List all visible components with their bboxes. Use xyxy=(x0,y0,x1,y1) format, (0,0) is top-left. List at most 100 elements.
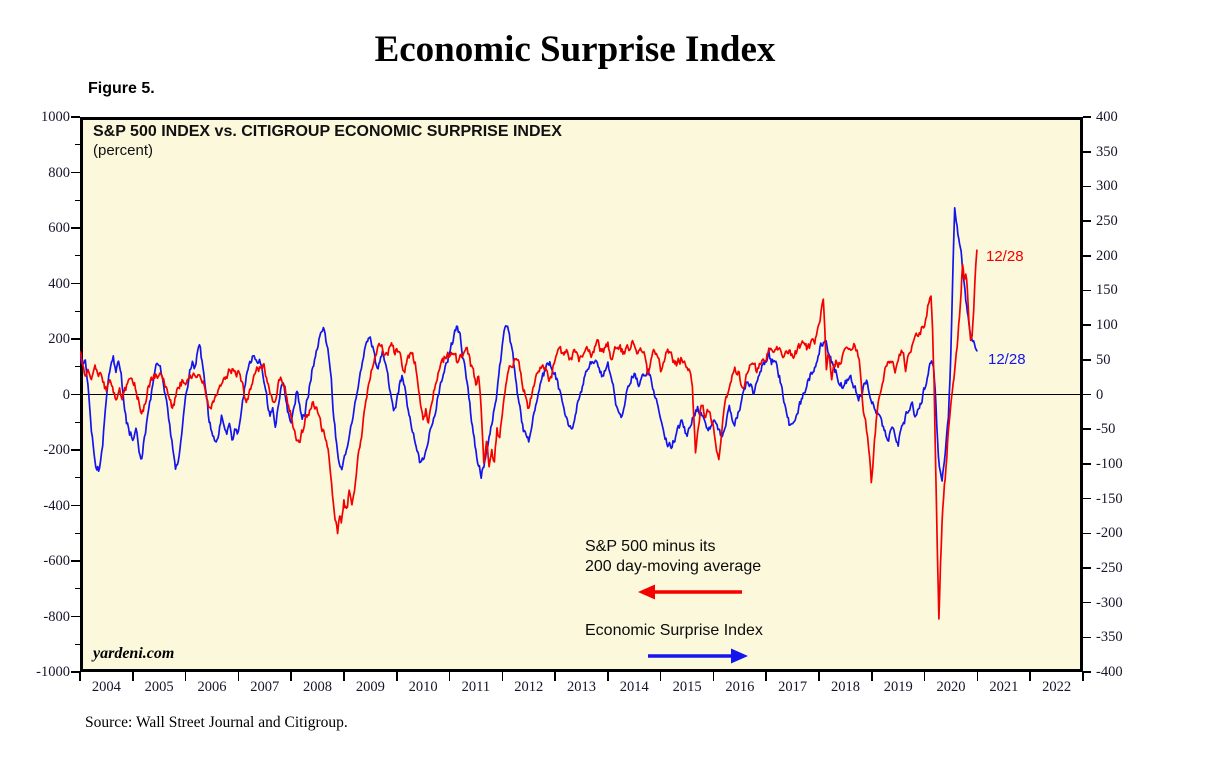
y-axis-right-label: 250 xyxy=(1096,213,1118,230)
esi-right-arrow-icon xyxy=(648,648,748,664)
y-axis-left-major-tick xyxy=(71,504,80,507)
y-axis-left-major-tick xyxy=(71,338,80,340)
x-axis-year-tick xyxy=(712,672,715,681)
y-axis-right-tick xyxy=(1083,532,1091,535)
y-axis-left-label: 0 xyxy=(62,386,70,403)
sp500-left-arrow-icon xyxy=(638,584,742,600)
x-axis-year-tick xyxy=(871,672,873,681)
chart-canvas xyxy=(80,207,978,620)
x-axis-year-tick xyxy=(923,672,926,681)
y-axis-right-label: 350 xyxy=(1096,143,1118,160)
x-axis-year-label: 2007 xyxy=(250,679,280,695)
y-axis-right-label: 400 xyxy=(1096,109,1118,125)
x-axis-year-tick xyxy=(79,672,81,681)
y-axis-left-label: -200 xyxy=(43,442,70,458)
x-axis-year-label: 2008 xyxy=(303,679,333,695)
y-axis-right-label: -300 xyxy=(1096,594,1123,611)
x-axis-year-tick xyxy=(290,672,292,681)
y-axis-right-tick xyxy=(1083,185,1091,188)
y-axis-right-label: 0 xyxy=(1096,386,1104,403)
x-axis-year-tick xyxy=(607,672,609,681)
x-axis-year-tick xyxy=(184,672,187,681)
y-axis-left-label: -400 xyxy=(43,497,70,514)
y-axis-right-label: -400 xyxy=(1096,664,1123,680)
page-title: Economic Surprise Index xyxy=(374,29,776,70)
y-axis-left-label: 600 xyxy=(48,220,70,236)
y-axis-right-tick xyxy=(1083,255,1091,257)
x-axis-year-label: 2011 xyxy=(461,679,491,695)
y-axis-right-tick xyxy=(1083,636,1091,639)
y-axis-right-tick xyxy=(1083,497,1091,500)
x-axis-year-label: 2017 xyxy=(778,679,808,695)
sp500-legend-line1: S&P 500 minus its xyxy=(585,538,716,555)
y-axis-right-label: 150 xyxy=(1096,282,1118,299)
x-axis-year-label: 2020 xyxy=(936,679,966,695)
y-axis-left-label: -800 xyxy=(43,608,70,625)
y-axis-left-major-tick xyxy=(71,393,80,396)
x-axis-year-label: 2004 xyxy=(91,679,121,695)
sp500-legend-line2: 200 day-moving average xyxy=(585,558,762,575)
y-axis-left-label: 400 xyxy=(48,275,70,292)
y-axis-right-tick xyxy=(1083,220,1091,222)
y-axis-left-major-tick xyxy=(71,227,80,229)
x-axis-year-label: 2018 xyxy=(830,679,860,695)
y-axis-right-label: -50 xyxy=(1096,421,1116,438)
y-axis-right-tick xyxy=(1083,289,1091,292)
x-axis-year-label: 2013 xyxy=(567,679,596,695)
y-axis-left-major-tick xyxy=(71,282,80,285)
sp500-line-series xyxy=(80,249,978,620)
x-axis-year-label: 2009 xyxy=(355,679,385,695)
y-axis-right-tick xyxy=(1083,324,1091,326)
chart-unit-subtitle: (percent) xyxy=(93,142,154,159)
y-axis-left-label: 200 xyxy=(48,331,70,347)
y-axis-right-tick xyxy=(1083,463,1091,465)
x-axis-year-label: 2019 xyxy=(883,679,913,695)
y-axis-right-label: 200 xyxy=(1096,247,1118,264)
x-axis-year-label: 2012 xyxy=(514,679,544,695)
y-axis-left-major-tick xyxy=(71,560,80,562)
y-axis-left-major-tick xyxy=(71,449,80,451)
chart-heading: S&P 500 INDEX vs. CITIGROUP ECONOMIC SUR… xyxy=(93,123,562,140)
y-axis-left-major-tick xyxy=(71,671,80,673)
x-axis-year-label: 2014 xyxy=(619,679,649,695)
y-axis-right-label: -100 xyxy=(1096,455,1123,472)
y-axis-right-tick xyxy=(1083,150,1091,153)
y-axis-left-label: -1000 xyxy=(36,664,70,680)
esi-last-date-label: 12/28 xyxy=(988,351,1026,368)
x-axis-year-tick xyxy=(1029,672,1031,681)
x-axis-year-tick xyxy=(1082,672,1084,681)
y-axis-right-tick xyxy=(1083,359,1091,361)
y-axis-left-major-tick xyxy=(71,171,80,174)
x-axis-year-tick xyxy=(501,672,504,681)
y-axis-right-tick xyxy=(1083,116,1091,118)
x-axis-year-tick xyxy=(554,672,556,681)
esi-legend-label: Economic Surprise Index xyxy=(585,622,763,639)
y-axis-left-major-tick xyxy=(71,615,80,618)
y-axis-right-tick xyxy=(1083,567,1091,569)
y-axis-right-label: -150 xyxy=(1096,490,1123,507)
x-axis-year-tick xyxy=(395,672,398,681)
y-axis-right-tick xyxy=(1083,671,1091,673)
y-axis-right-label: -250 xyxy=(1096,559,1123,576)
y-axis-left-label: -600 xyxy=(43,553,70,569)
x-axis-year-label: 2016 xyxy=(725,679,755,695)
y-axis-right-label: -350 xyxy=(1096,629,1123,646)
x-axis-year-tick xyxy=(659,672,662,681)
esi-line-series xyxy=(80,207,978,482)
x-axis-year-label: 2015 xyxy=(672,679,702,695)
x-axis-year-label: 2021 xyxy=(989,679,1019,695)
x-axis-year-label: 2010 xyxy=(408,679,438,695)
x-axis-year-label: 2006 xyxy=(197,679,227,695)
sp500-legend-label: S&P 500 minus its 200 day-moving average xyxy=(585,537,761,577)
x-axis-year-tick xyxy=(237,672,240,681)
source-credit: Source: Wall Street Journal and Citigrou… xyxy=(85,714,348,731)
y-axis-right-tick xyxy=(1083,428,1091,431)
y-axis-left-label: 1000 xyxy=(41,109,70,125)
y-axis-left-major-tick xyxy=(71,116,80,118)
x-axis-year-label: 2022 xyxy=(1042,679,1072,695)
y-axis-left-label: 800 xyxy=(48,164,70,181)
x-axis-year-tick xyxy=(818,672,820,681)
x-axis-year-tick xyxy=(343,672,345,681)
y-axis-right-label: 100 xyxy=(1096,317,1118,334)
